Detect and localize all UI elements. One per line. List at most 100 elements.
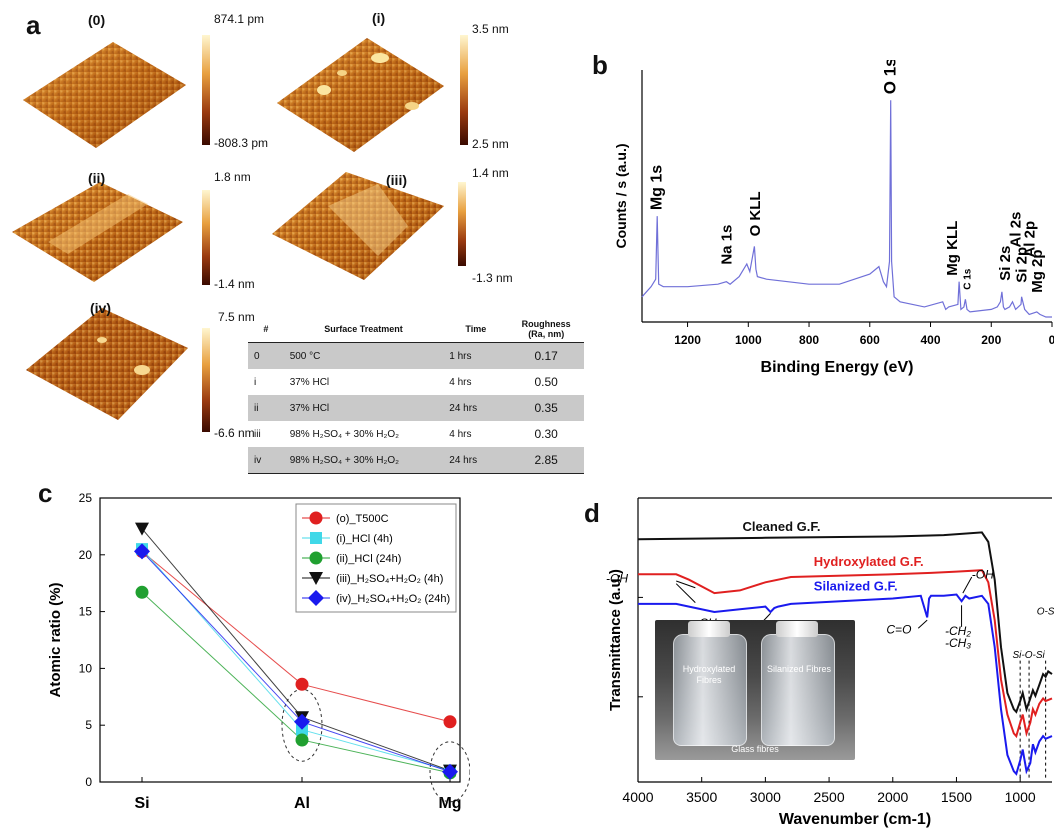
y-tick-label: 15	[79, 605, 93, 619]
data-point	[295, 677, 309, 691]
data-point	[135, 585, 149, 599]
row-treatment: 37% HCl	[283, 395, 444, 421]
afm-cbar-top-0: 874.1 pm	[214, 12, 265, 26]
legend-marker	[309, 572, 323, 585]
xps-series-line	[641, 100, 1052, 318]
series-line	[638, 593, 1053, 776]
afm-cbar-bottom-iv: -6.6 nm	[214, 426, 255, 440]
afm-label-0: (0)	[88, 12, 106, 28]
x-tick-label: Mg	[438, 795, 461, 812]
row-id: iii	[254, 428, 261, 440]
x-tick-label: 1000	[1005, 789, 1036, 805]
x-tick-label: 2500	[813, 789, 844, 805]
x-tick-label: Al	[294, 795, 310, 812]
afm-cbar-bottom-ii: -1.4 nm	[214, 277, 255, 291]
series-line	[638, 569, 1053, 739]
highlight-ellipse-mg	[429, 741, 470, 803]
legend-label: (iv)_H₂SO₄+H₂O₂ (24h)	[336, 593, 450, 605]
row-roughness: 0.17	[508, 342, 584, 369]
row-time: 4 hrs	[449, 376, 472, 388]
photo-label-hydroxylated: Hydroxylated Fibres	[682, 664, 736, 685]
row-id: 0	[248, 342, 284, 369]
table-header-time: Time	[465, 324, 487, 334]
x-tick-label: 400	[921, 333, 941, 347]
x-tick-label: 200	[981, 333, 1001, 347]
table-header-id: #	[263, 324, 269, 334]
table-header-treatment: Surface Treatment	[324, 324, 403, 334]
annotation-arrow	[675, 583, 696, 603]
row-time: 4 hrs	[449, 428, 472, 440]
row-id: iv	[248, 447, 284, 474]
data-point	[442, 763, 458, 780]
row-treatment: 500 °C	[283, 342, 444, 369]
x-tick-label: 1000	[735, 333, 762, 347]
peak-label: Mg 1s	[648, 165, 665, 210]
table-row: i 37% HCl 4 hrs 0.50	[248, 369, 584, 395]
afm-cbar-bottom-i: 2.5 nm	[472, 137, 509, 151]
annotation-o-si-o: O-Si-O	[1037, 607, 1054, 618]
y-tick-label: 25	[79, 491, 93, 505]
roughness-table: # Surface Treatment Time Roughness (Ra, …	[248, 316, 584, 474]
afm-colorbar-0	[202, 35, 210, 145]
afm-colorbar-iii	[458, 182, 466, 266]
y-tick-label: 20	[79, 548, 93, 562]
bottle-hydroxylated	[673, 621, 747, 746]
row-id: i	[254, 376, 257, 388]
legend-label: (ii)_HCl (24h)	[336, 553, 401, 565]
legend-label: (iii)_H₂SO₄+H₂O₂ (4h)	[336, 573, 443, 585]
data-point	[295, 733, 309, 747]
x-axis-label: Wavenumber (cm-1)	[779, 811, 931, 828]
afm-cbar-top-iii: 1.4 nm	[472, 166, 509, 180]
table-row: iii 98% H₂SO₄ + 30% H₂O₂ 4 hrs 0.30	[248, 421, 584, 447]
row-roughness: 0.35	[508, 395, 584, 421]
x-tick-label: 1200	[674, 333, 701, 347]
annotation-co: C=O	[886, 623, 911, 637]
photo-label-silanized: Silanized Fibres	[766, 664, 832, 674]
afm-cbar-top-iv: 7.5 nm	[218, 310, 255, 324]
annotation-oh-2: -OH	[972, 567, 994, 581]
afm-label-iv: (iv)	[90, 300, 111, 316]
row-time: 24 hrs	[443, 395, 509, 421]
afm-cbar-top-i: 3.5 nm	[472, 22, 509, 36]
y-tick-label: 5	[85, 718, 92, 732]
x-tick-label: 3000	[750, 789, 781, 805]
photo-label-glass-fibres: Glass fibres	[731, 744, 779, 754]
afm-image-i	[272, 28, 447, 156]
afm-image-ii	[8, 172, 188, 287]
legend-marker	[308, 590, 324, 606]
afm-label-iii: (iii)	[386, 172, 407, 188]
table-row: ii 37% HCl 24 hrs 0.35	[248, 395, 584, 421]
y-axis-label: Transmittance (a.u.)	[607, 569, 624, 711]
annotation-ch2-2: -CH₂	[945, 624, 971, 638]
data-point	[294, 713, 310, 730]
x-tick-label: 2000	[877, 789, 908, 805]
panel-label-b: b	[592, 50, 608, 80]
series-label-hydroxylated: Hydroxylated G.F.	[814, 554, 924, 569]
row-treatment: 37% HCl	[289, 376, 330, 388]
legend-marker	[309, 551, 323, 565]
x-tick-label: 600	[860, 333, 880, 347]
row-roughness: 0.30	[534, 427, 558, 441]
peak-label: Si 2p	[1014, 247, 1031, 283]
ftir-chart: 4000 3500 3000 2500 2000 1500 1000 Wavenumber (…	[606, 497, 1054, 828]
series-label-silanized: Silanized G.F.	[814, 578, 898, 593]
panel-label-a: a	[26, 10, 41, 40]
x-tick-label: 4000	[622, 789, 653, 805]
y-tick-label: 10	[79, 661, 93, 675]
afm-label-ii: (ii)	[88, 170, 106, 186]
peak-label: Si 2s	[997, 246, 1014, 281]
y-tick-label: 0	[85, 775, 92, 789]
legend-label: (i)_HCl (4h)	[336, 533, 393, 545]
y-axis-label: Atomic ratio (%)	[47, 582, 64, 697]
x-tick-label: 3500	[686, 789, 717, 805]
annotation-oh: -OH	[606, 571, 628, 585]
annotation-arrow	[962, 576, 973, 594]
afm-cbar-bottom-iii: -1.3 nm	[472, 271, 513, 285]
row-treatment: 98% H₂SO₄ + 30% H₂O₂	[283, 447, 444, 474]
row-time: 1 hrs	[443, 342, 509, 369]
x-tick-label: Si	[134, 795, 149, 812]
x-tick-label: 1500	[941, 789, 972, 805]
atomic-ratio-chart: 0 5 10 15 20 25 Si Al Mg Atomic ratio (%) (o)_T500…	[47, 491, 470, 812]
peak-label: Al 2p	[1022, 221, 1039, 258]
annotation-arrow	[676, 580, 696, 589]
